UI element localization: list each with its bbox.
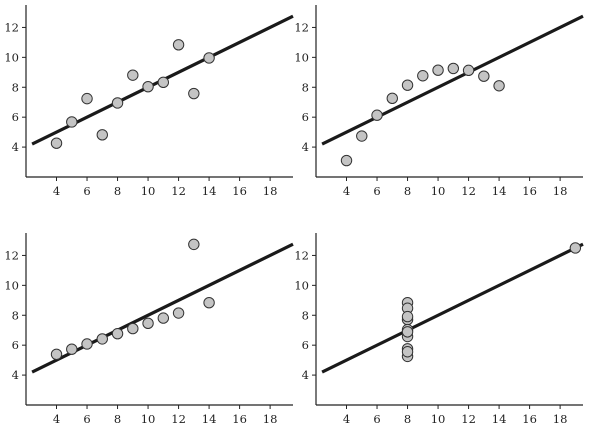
data-point: [127, 69, 139, 81]
data-point: [142, 80, 154, 93]
y-tick-label: 6: [12, 338, 19, 352]
y-tick-label: 12: [4, 20, 19, 34]
data-point: [127, 322, 139, 335]
data-point: [203, 52, 215, 64]
x-tick-label: 18: [263, 412, 278, 426]
x-tick-label: 12: [461, 412, 476, 426]
data-point: [493, 80, 505, 92]
data-point: [50, 348, 63, 360]
data-point: [142, 317, 154, 330]
y-tick-label: 4: [302, 140, 309, 154]
data-point: [111, 327, 124, 340]
data-point: [157, 312, 170, 324]
y-tick-label: 8: [302, 80, 309, 94]
x-tick-label: 18: [553, 184, 568, 198]
data-point: [401, 310, 414, 323]
y-tick-label: 4: [12, 140, 19, 154]
x-tick-label: 16: [232, 184, 247, 198]
x-tick-label: 4: [343, 184, 350, 198]
x-tick-label: 12: [461, 184, 476, 198]
x-tick-label: 4: [343, 412, 350, 426]
x-tick-label: 14: [492, 184, 507, 198]
y-tick-label: 4: [12, 368, 19, 382]
x-tick-label: 6: [373, 184, 380, 198]
y-tick-label: 8: [12, 80, 19, 94]
y-tick-label: 12: [4, 248, 19, 262]
x-tick-label: 16: [522, 184, 537, 198]
scatter-panel-4: 4 6 8 10 12 4 6 8 10 12 14 16 18: [294, 233, 584, 426]
data-point: [96, 129, 108, 141]
x-tick-label: 4: [53, 184, 60, 198]
data-point: [569, 242, 582, 254]
x-tick-label: 6: [83, 184, 90, 198]
y-tick-label: 6: [12, 110, 19, 124]
data-point: [111, 97, 124, 109]
data-point: [356, 130, 368, 142]
data-point: [188, 238, 200, 251]
y-tick-label: 12: [294, 20, 309, 34]
x-tick-label: 8: [404, 412, 411, 426]
data-point: [417, 70, 429, 82]
data-point: [478, 70, 490, 82]
y-tick-label: 10: [4, 50, 19, 64]
x-tick-label: 14: [492, 412, 507, 426]
y-tick-label: 6: [302, 110, 309, 124]
data-point: [157, 76, 170, 89]
y-tick-label: 10: [294, 278, 309, 292]
x-tick-label: 18: [263, 184, 278, 198]
x-tick-label: 6: [373, 412, 380, 426]
data-point: [81, 92, 93, 105]
data-point: [401, 346, 414, 358]
y-tick-label: 8: [12, 308, 19, 322]
x-tick-label: 8: [404, 184, 411, 198]
x-tick-label: 16: [232, 412, 247, 426]
x-tick-label: 6: [83, 412, 90, 426]
regression-line: [321, 242, 584, 374]
x-tick-label: 14: [202, 412, 217, 426]
y-tick-label: 12: [294, 248, 309, 262]
x-tick-label: 10: [431, 184, 446, 198]
data-point: [172, 39, 185, 51]
scatter-panel-3: 4 6 8 10 12 4 6 8 10 12 14 16 18: [4, 233, 294, 426]
data-point: [203, 296, 215, 309]
data-point: [66, 116, 78, 128]
x-tick-label: 14: [202, 184, 217, 198]
data-point: [96, 333, 108, 345]
x-tick-label: 12: [171, 184, 186, 198]
data-point: [401, 326, 414, 338]
data-point: [66, 343, 78, 355]
regression-line: [321, 14, 584, 146]
data-point: [188, 87, 200, 100]
scatter-panel-1: 4 6 8 10 12 4 6 8 10 12 14 16 18: [4, 5, 294, 198]
x-tick-label: 8: [114, 184, 121, 198]
y-tick-label: 10: [4, 278, 19, 292]
data-point: [81, 338, 93, 350]
data-point: [386, 92, 398, 105]
scatter-panel-2: 4 6 8 10 12 4 6 8 10 12 14 16 18: [294, 5, 584, 198]
x-tick-label: 8: [114, 412, 121, 426]
data-point: [462, 64, 475, 77]
y-tick-label: 6: [302, 338, 309, 352]
data-point: [172, 307, 185, 319]
y-tick-label: 10: [294, 50, 309, 64]
x-tick-label: 4: [53, 412, 60, 426]
x-tick-label: 10: [431, 412, 446, 426]
x-tick-label: 16: [522, 412, 537, 426]
data-point: [371, 109, 383, 121]
data-point: [447, 62, 460, 75]
y-tick-label: 8: [302, 308, 309, 322]
x-tick-label: 10: [141, 184, 156, 198]
x-tick-label: 10: [141, 412, 156, 426]
x-tick-label: 12: [171, 412, 186, 426]
data-point: [401, 79, 414, 91]
x-tick-label: 18: [553, 412, 568, 426]
data-point: [432, 64, 444, 76]
y-tick-label: 4: [302, 368, 309, 382]
data-point: [340, 154, 353, 167]
data-point: [50, 137, 63, 149]
